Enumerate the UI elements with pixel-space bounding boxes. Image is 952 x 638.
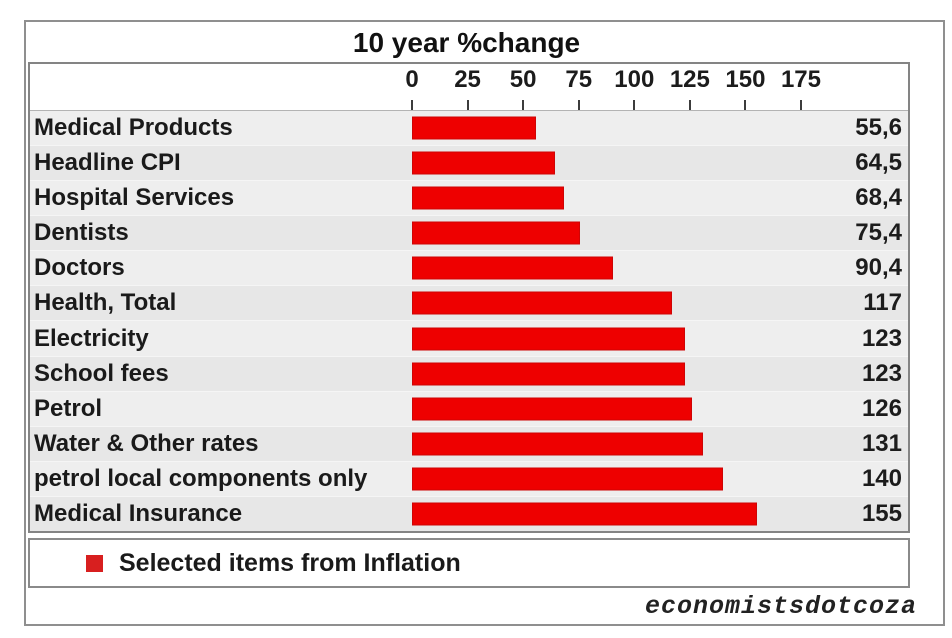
- x-axis-tick-label: 150: [725, 66, 766, 93]
- bar-row: Hospital Services 68,4: [30, 180, 908, 216]
- bar: [412, 151, 556, 175]
- x-axis-tick-mark: [466, 100, 469, 110]
- chart-title: 10 year %change: [352, 27, 581, 58]
- category-label: School fees: [34, 359, 169, 387]
- x-axis-tick-mark: [744, 100, 747, 110]
- value-label: 117: [863, 289, 902, 317]
- x-axis-tick-label: 0: [405, 66, 419, 93]
- bar: [412, 186, 565, 210]
- value-label: 64,5: [855, 149, 902, 177]
- x-axis-tick-mark: [577, 100, 580, 110]
- value-label: 131: [861, 429, 902, 457]
- bar: [412, 467, 724, 491]
- x-axis-tick-label: 75: [565, 66, 593, 93]
- bar: [412, 362, 686, 386]
- bar-row: Petrol 126: [30, 390, 908, 426]
- bar: [412, 256, 613, 280]
- x-axis-tick-mark: [522, 100, 525, 110]
- x-axis-tick-mark: [799, 100, 802, 110]
- chart-box: 0 25 50 75 100 125 150 175 Medical Products 55,6…: [28, 62, 910, 533]
- x-axis-tick-label: 100: [614, 66, 655, 93]
- bar-row: Medical Insurance 155: [30, 495, 908, 531]
- value-label: 68,4: [855, 184, 902, 212]
- category-label: petrol local components only: [34, 464, 368, 492]
- x-axis-tick-mark: [411, 100, 413, 110]
- value-label: 75,4: [855, 219, 902, 247]
- category-label: Headline CPI: [34, 149, 181, 177]
- legend-label: Selected items from Inflation: [119, 548, 461, 577]
- category-label: Dentists: [34, 219, 129, 247]
- legend-swatch-icon: [86, 554, 103, 572]
- bar: [412, 116, 536, 140]
- x-axis-tick-mark: [633, 100, 636, 110]
- value-label: 126: [861, 394, 902, 422]
- category-label: Medical Products: [34, 114, 233, 142]
- x-axis-tick-label: 50: [509, 66, 537, 93]
- x-axis: 0 25 50 75 100 125 150 175: [30, 64, 908, 111]
- category-label: Medical Insurance: [34, 499, 243, 527]
- x-axis-tick-mark: [688, 100, 691, 110]
- bar: [412, 502, 757, 526]
- bar-row: Doctors 90,4: [30, 250, 908, 286]
- bar-row: School fees 123: [30, 355, 908, 391]
- bar: [412, 432, 704, 456]
- category-label: Hospital Services: [34, 184, 235, 212]
- bar-row: Water & Other rates 131: [30, 425, 908, 461]
- category-label: Doctors: [34, 254, 125, 282]
- bar: [412, 397, 693, 421]
- plot-area: Medical Products 55,6 Headline CPI 64,5 Hosp…: [30, 111, 908, 531]
- category-label: Health, Total: [34, 289, 177, 317]
- source-credit: economistsdotcoza: [644, 592, 917, 621]
- bar: [412, 327, 686, 350]
- legend: Selected items from Inflation: [28, 538, 910, 588]
- bar: [412, 221, 580, 245]
- bar-row: petrol local components only 140: [30, 460, 908, 496]
- chart-frame: 10 year %change 0 25 50 75 100 125 150 175 Medi…: [24, 20, 945, 626]
- bar-row: Headline CPI 64,5: [30, 145, 908, 181]
- x-axis-tick-label: 125: [669, 66, 710, 93]
- category-label: Electricity: [34, 324, 149, 352]
- bar-row: Dentists 75,4: [30, 215, 908, 251]
- value-label: 123: [861, 359, 902, 387]
- bar: [412, 291, 673, 315]
- value-label: 90,4: [855, 254, 902, 282]
- bar-row: Electricity 123: [30, 320, 908, 356]
- bar-row: Medical Products 55,6: [30, 111, 908, 146]
- value-label: 155: [861, 499, 902, 527]
- x-axis-tick-label: 25: [454, 66, 481, 93]
- value-label: 123: [861, 324, 902, 352]
- x-axis-tick-label: 175: [780, 66, 822, 93]
- category-label: Petrol: [34, 394, 103, 422]
- bar-row: Health, Total 117: [30, 285, 908, 321]
- value-label: 55,6: [855, 114, 902, 142]
- value-label: 140: [861, 464, 902, 492]
- category-label: Water & Other rates: [34, 429, 259, 457]
